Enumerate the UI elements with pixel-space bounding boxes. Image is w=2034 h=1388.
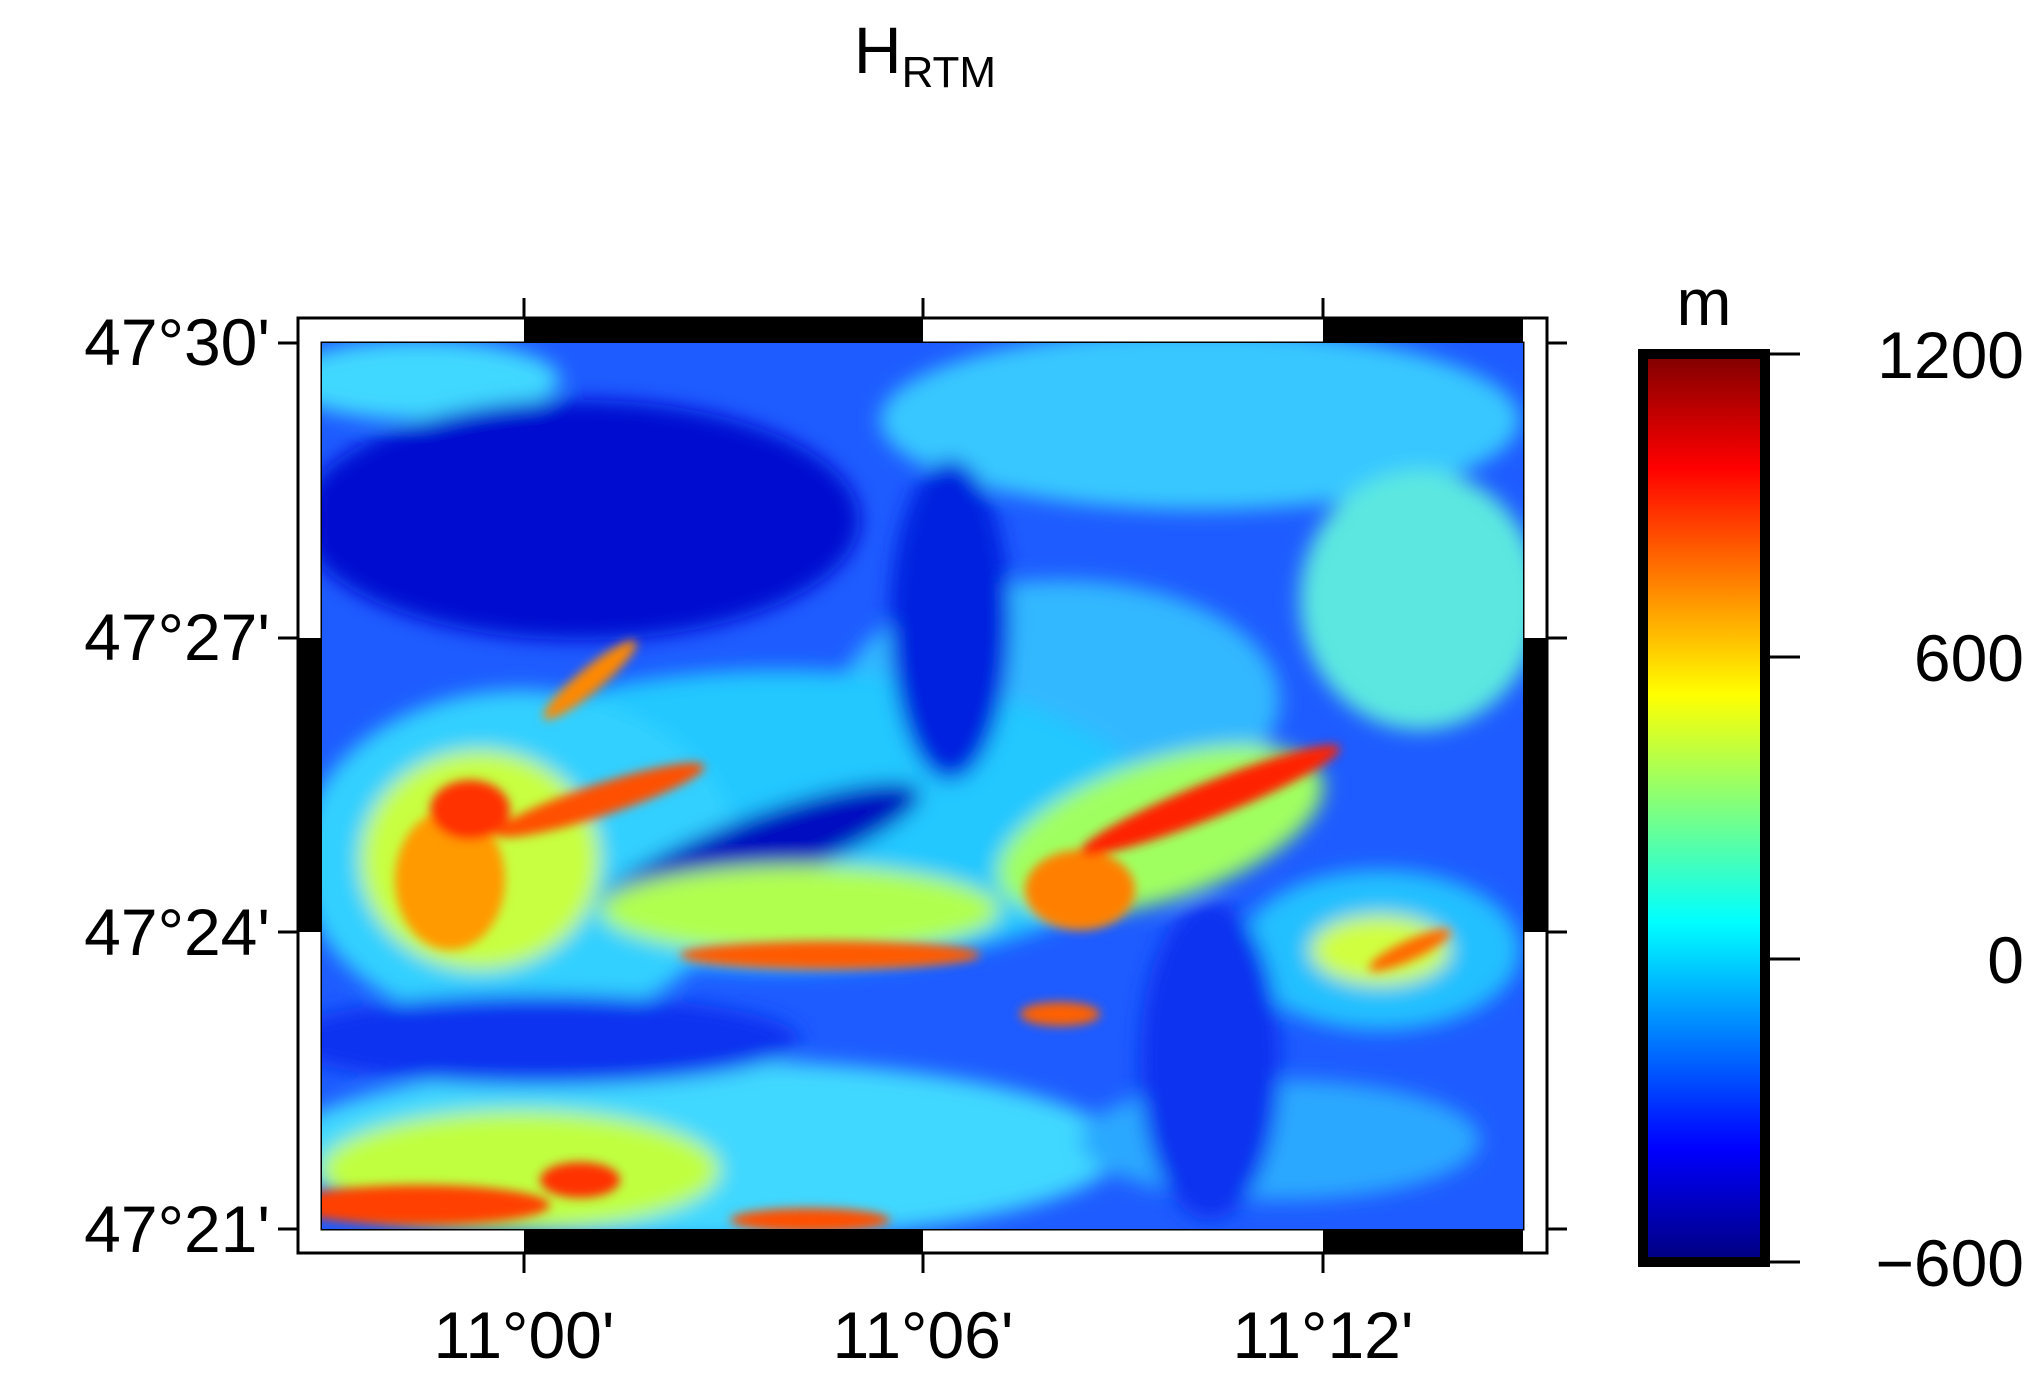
y-tick-label: 47°24' <box>84 895 270 969</box>
colorbar-tick-label: −600 <box>1875 1226 2024 1300</box>
colorbar-tick-label: 1200 <box>1877 318 2024 392</box>
relief-map <box>322 343 1523 1229</box>
colorbar-tick-label: 600 <box>1914 621 2024 695</box>
y-tick-label: 47°30' <box>84 305 270 379</box>
title-main: H <box>853 13 902 87</box>
title-subscript: RTM <box>901 48 997 97</box>
x-tick-label: 11°06' <box>833 1298 1014 1372</box>
colorbar-tick-label: 0 <box>1987 923 2024 997</box>
y-tick-label: 47°21' <box>84 1192 270 1266</box>
x-tick-label: 11°12' <box>1233 1298 1414 1372</box>
colorbar-scale <box>1638 349 1770 1267</box>
y-axis-labels: 47°30' 47°27' 47°24' 47°21' <box>84 305 270 1266</box>
colorbar-unit: m <box>1677 265 1732 339</box>
map-title: HRTM <box>0 12 1850 98</box>
colorbar: m 1200 600 0 −600 <box>1638 265 2024 1300</box>
x-axis-labels: 11°00' 11°06' 11°12' <box>434 1298 1414 1372</box>
y-tick-label: 47°27' <box>84 600 270 674</box>
x-tick-label: 11°00' <box>434 1298 615 1372</box>
